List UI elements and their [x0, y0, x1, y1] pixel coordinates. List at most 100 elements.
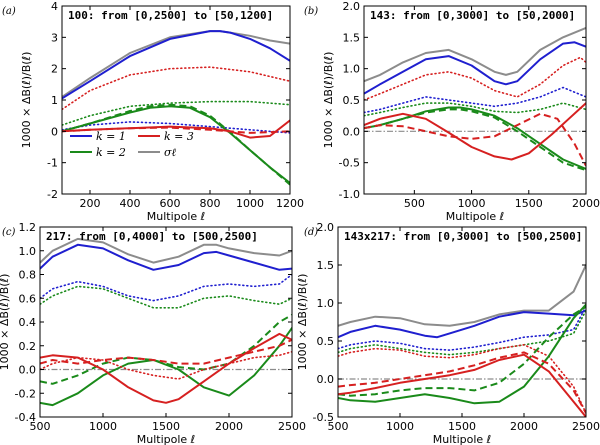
series-k2-dotted [364, 102, 586, 117]
y-tick-label: 1 [51, 94, 58, 107]
series-sigma-solid [40, 237, 292, 264]
series-k2-solid [40, 326, 292, 407]
x-axis-title: Multipole ℓ [147, 210, 205, 223]
x-tick-label: 1500 [448, 420, 476, 433]
panel-letter: (a) [2, 6, 16, 17]
panel-4: 500 1000 1500 2000 2500 -0.5 0.0 0.5 1.0 1.5 2.0 Mu… [296, 221, 600, 445]
y-axis-title: 1000 × ΔB(ℓ)/B(ℓ) [296, 274, 309, 371]
y-tick-label: 0.5 [343, 94, 361, 107]
series-k1-solid [338, 309, 586, 339]
y-axis-title: 1000 × ΔB(ℓ)/B(ℓ) [322, 52, 335, 149]
x-tick-label: 1000 [236, 197, 264, 210]
series-k2-dashed [40, 314, 292, 385]
series-k3-solid [62, 119, 290, 139]
y-tick-label: 0.2 [19, 340, 37, 353]
series-k1-dotted [338, 306, 586, 351]
x-tick-label: 500 [30, 420, 51, 433]
y-tick-label: 1.0 [343, 63, 361, 76]
x-tick-label: 2000 [215, 420, 243, 433]
series-k1-dotted [62, 121, 290, 134]
panel-title: 217: from [0,4000] to [500,2500] [46, 230, 258, 243]
y-tick-label: 0.4 [19, 316, 37, 329]
y-tick-label: 0.6 [19, 292, 37, 305]
plot-area [338, 227, 586, 417]
y-tick-label: 1.0 [317, 297, 335, 310]
x-tick-label: 2000 [510, 420, 538, 433]
x-tick-label: 2500 [278, 420, 306, 433]
plot-area [364, 6, 586, 194]
series-k1-dotted [40, 273, 292, 302]
series-k1-dotted [364, 86, 586, 114]
legend-label-k1: k = 1 [96, 130, 126, 143]
series-k3-dotted [40, 350, 292, 380]
y-axis-title: 1000 × ΔB(ℓ)/B(ℓ) [0, 274, 11, 371]
y-tick-label: 1.2 [19, 221, 37, 234]
legend: k = 1 k = 2 k = 3 σℓ [70, 130, 194, 159]
y-tick-label: 0.0 [19, 364, 37, 377]
series-k3-dotted [338, 344, 586, 414]
series-k3-dashed [40, 338, 292, 365]
x-tick-label: 2000 [572, 197, 600, 210]
series-k1-solid [40, 243, 292, 271]
legend-label-k2: k = 2 [96, 146, 126, 159]
series-k2-dotted [338, 309, 586, 356]
x-tick-label: 2500 [572, 420, 600, 433]
series-k2-solid [338, 303, 586, 405]
y-tick-label: -1 [47, 157, 58, 170]
x-tick-label: 1000 [89, 420, 117, 433]
panel-3: 500 1000 1500 2000 2500 -0.4 -0.2 0.0 0.2 0.4 0.6 0… [0, 221, 306, 445]
series-k2-dashed [364, 108, 586, 172]
series-k3-solid [338, 353, 586, 417]
y-tick-label: 0.0 [317, 373, 335, 386]
y-tick-label: 4 [51, 0, 58, 13]
y-tick-label: 1.0 [19, 245, 37, 258]
panel-title: 143: from [0,3000] to [50,2000] [370, 9, 575, 22]
series-k2-dashed [62, 103, 290, 186]
x-axis-title: Multipole ℓ [433, 433, 491, 445]
x-axis-title: Multipole ℓ [137, 433, 195, 445]
x-tick-label: 1000 [458, 197, 486, 210]
y-tick-label: 3 [51, 31, 58, 44]
y-tick-label: 0.0 [343, 125, 361, 138]
panel-letter: (b) [304, 6, 318, 17]
panel-title: 143x217: from [0,3000] to [500,2500] [344, 230, 582, 243]
x-tick-label: 800 [200, 197, 221, 210]
panel-2: 500 1000 1500 2000 -1.0 -0.5 0.0 0.5 1.0 1.5 2.0 Mu… [304, 0, 600, 223]
y-tick-label: 0.5 [317, 335, 335, 348]
y-tick-label: 2.0 [343, 0, 361, 13]
y-tick-label: 0.8 [19, 269, 37, 282]
y-tick-label: 2 [51, 63, 58, 76]
y-axis-title: 1000 × ΔB(ℓ)/B(ℓ) [20, 52, 33, 149]
x-tick-label: 1500 [152, 420, 180, 433]
x-tick-label: 400 [120, 197, 141, 210]
series-k3-dotted [62, 66, 290, 111]
x-tick-label: 600 [160, 197, 181, 210]
x-tick-label: 1200 [276, 197, 304, 210]
series-k2-dotted [40, 285, 292, 309]
x-tick-label: 1500 [515, 197, 543, 210]
y-tick-label: -0.5 [339, 157, 360, 170]
y-tick-label: -0.4 [15, 411, 36, 424]
series-k1-solid [62, 30, 290, 100]
series-k3-solid [364, 102, 586, 161]
series-k2-dotted [62, 100, 290, 126]
y-tick-label: 2.0 [317, 221, 335, 234]
plot-area [40, 227, 292, 417]
series-k2-dashed [338, 305, 586, 397]
legend-label-sigma: σℓ [164, 146, 177, 159]
series-k1-solid [364, 41, 586, 95]
x-tick-label: 500 [328, 420, 349, 433]
y-tick-label: 1.5 [317, 259, 335, 272]
x-tick-label: 500 [404, 197, 425, 210]
series-k3-dashed [364, 112, 586, 167]
y-tick-label: -0.5 [313, 411, 334, 424]
series-sigma-solid [338, 264, 586, 327]
y-tick-label: 0 [51, 125, 58, 138]
x-tick-label: 200 [80, 197, 101, 210]
x-tick-label: 1000 [386, 420, 414, 433]
series-k3-dashed [338, 351, 586, 414]
x-axis-title: Multipole ℓ [446, 210, 504, 223]
series-sigma-solid [364, 26, 586, 83]
legend-label-k3: k = 3 [164, 130, 194, 143]
